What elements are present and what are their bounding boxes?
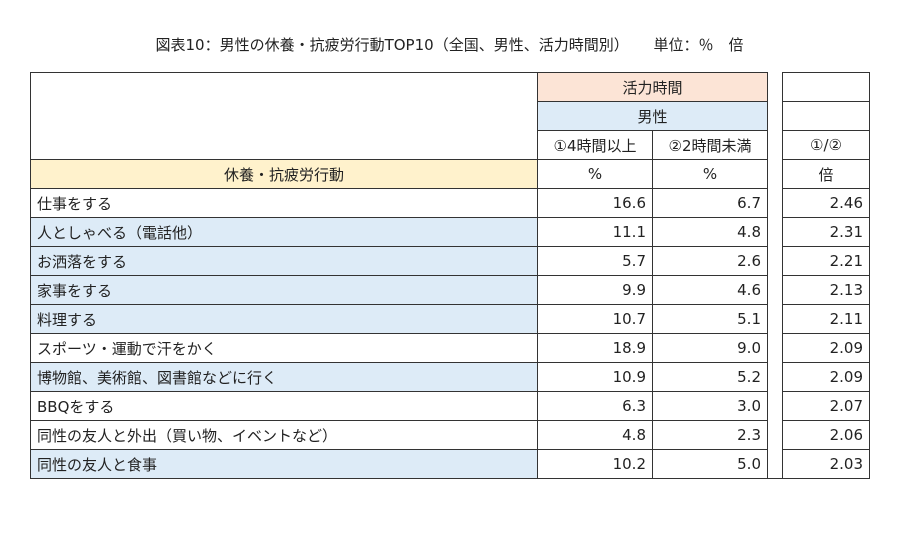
row-label: 同性の友人と外出（買い物、イベントなど） (30, 420, 538, 450)
gap-cell (767, 362, 783, 392)
value-under-2h: 3.0 (652, 391, 768, 421)
value-under-2h: 2.6 (652, 246, 768, 276)
row-label: 仕事をする (30, 188, 538, 218)
data-table: 活力時間 男性 ①4時間以上 ②2時間未満 ①/② 休養・抗疲労行動 % % 倍… (30, 72, 870, 479)
gap-cell (767, 217, 783, 247)
row-label: 家事をする (30, 275, 538, 305)
gap-column (767, 72, 783, 189)
table-title: 図表10：男性の休養・抗疲労行動TOP10（全国、男性、活力時間別） 単位：％ … (0, 34, 899, 55)
value-under-2h: 9.0 (652, 333, 768, 363)
col1-unit: % (537, 159, 653, 189)
ratio-value: 2.03 (782, 449, 870, 479)
value-4h-plus: 6.3 (537, 391, 653, 421)
empty-header-cell (782, 72, 870, 102)
row-label: 人としゃべる（電話他） (30, 217, 538, 247)
col3-unit: 倍 (782, 159, 870, 189)
gap-cell (767, 420, 783, 450)
value-4h-plus: 4.8 (537, 420, 653, 450)
ratio-value: 2.31 (782, 217, 870, 247)
value-4h-plus: 5.7 (537, 246, 653, 276)
gap-cell (767, 304, 783, 334)
table-row: スポーツ・運動で汗をかく 18.9 9.0 2.09 (30, 333, 870, 363)
value-4h-plus: 11.1 (537, 217, 653, 247)
ratio-value: 2.13 (782, 275, 870, 305)
row-label: 料理する (30, 304, 538, 334)
table-row: 博物館、美術館、図書館などに行く 10.9 5.2 2.09 (30, 362, 870, 392)
value-under-2h: 6.7 (652, 188, 768, 218)
title-unit: 単位：％ 倍 (653, 36, 744, 54)
gap-cell (767, 449, 783, 479)
value-4h-plus: 10.7 (537, 304, 653, 334)
gap-cell (767, 246, 783, 276)
ratio-value: 2.09 (782, 333, 870, 363)
row-label: BBQをする (30, 391, 538, 421)
ratio-value: 2.06 (782, 420, 870, 450)
row-label: スポーツ・運動で汗をかく (30, 333, 538, 363)
table-row: 同性の友人と食事 10.2 5.0 2.03 (30, 449, 870, 479)
ratio-value: 2.46 (782, 188, 870, 218)
ratio-value: 2.11 (782, 304, 870, 334)
row-label: 博物館、美術館、図書館などに行く (30, 362, 538, 392)
empty-header-cell (782, 101, 870, 131)
value-under-2h: 5.0 (652, 449, 768, 479)
value-under-2h: 5.2 (652, 362, 768, 392)
ratio-value: 2.07 (782, 391, 870, 421)
value-4h-plus: 9.9 (537, 275, 653, 305)
corner-cell (30, 72, 538, 160)
gap-cell (767, 391, 783, 421)
table-row: 仕事をする 16.6 6.7 2.46 (30, 188, 870, 218)
value-under-2h: 5.1 (652, 304, 768, 334)
gap-cell (767, 188, 783, 218)
gap-cell (767, 275, 783, 305)
ratio-value: 2.21 (782, 246, 870, 276)
group-header: 活力時間 (537, 72, 768, 102)
value-under-2h: 2.3 (652, 420, 768, 450)
col1-header: ①4時間以上 (537, 130, 653, 160)
table-row: BBQをする 6.3 3.0 2.07 (30, 391, 870, 421)
gap-cell (767, 333, 783, 363)
row-label: 同性の友人と食事 (30, 449, 538, 479)
col2-header: ②2時間未満 (652, 130, 768, 160)
value-under-2h: 4.6 (652, 275, 768, 305)
sex-header: 男性 (537, 101, 768, 131)
col3-header: ①/② (782, 130, 870, 160)
table-row: お洒落をする 5.7 2.6 2.21 (30, 246, 870, 276)
table-row: 料理する 10.7 5.1 2.11 (30, 304, 870, 334)
col2-unit: % (652, 159, 768, 189)
value-4h-plus: 18.9 (537, 333, 653, 363)
ratio-value: 2.09 (782, 362, 870, 392)
label-col-header: 休養・抗疲労行動 (30, 159, 538, 189)
table-row: 家事をする 9.9 4.6 2.13 (30, 275, 870, 305)
value-4h-plus: 16.6 (537, 188, 653, 218)
value-4h-plus: 10.2 (537, 449, 653, 479)
row-label: お洒落をする (30, 246, 538, 276)
value-4h-plus: 10.9 (537, 362, 653, 392)
title-main: 図表10：男性の休養・抗疲労行動TOP10（全国、男性、活力時間別） (155, 36, 629, 54)
table-row: 同性の友人と外出（買い物、イベントなど） 4.8 2.3 2.06 (30, 420, 870, 450)
value-under-2h: 4.8 (652, 217, 768, 247)
table-row: 人としゃべる（電話他） 11.1 4.8 2.31 (30, 217, 870, 247)
